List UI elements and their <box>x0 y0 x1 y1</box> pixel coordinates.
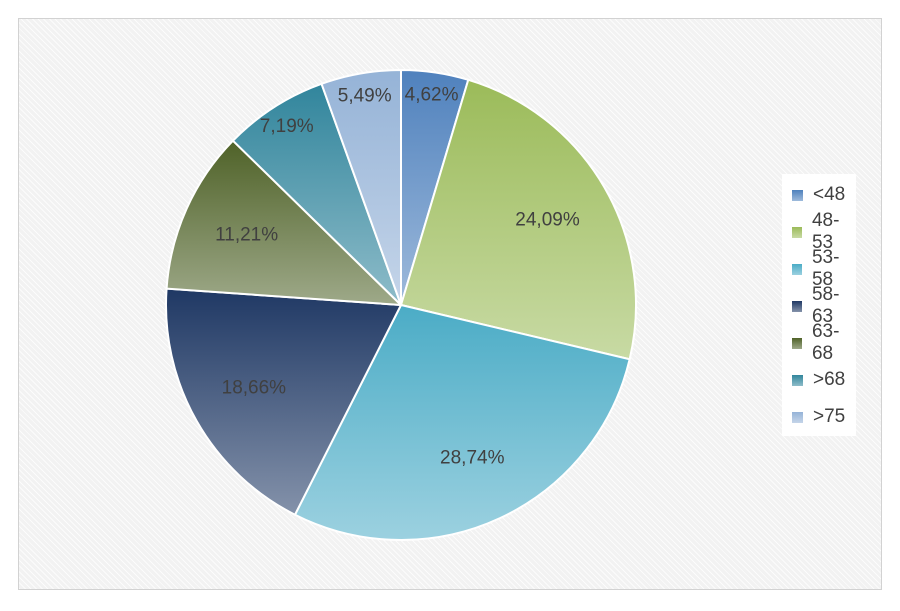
pie-slices <box>165 68 637 541</box>
data-label-lt48: 4,62% <box>405 85 459 106</box>
legend-swatch-53-58 <box>792 263 802 275</box>
legend-swatch-gt75 <box>792 411 803 423</box>
pie-slice-58-63 <box>165 287 403 517</box>
legend-label: >75 <box>813 406 846 427</box>
chart-legend: <48 48-53 53-58 58-63 63-68 >68 >75 <box>782 174 856 436</box>
data-label-48-53: 24,09% <box>515 209 580 230</box>
legend-swatch-63-68 <box>792 337 802 349</box>
pie-slice-gt75 <box>320 68 402 306</box>
legend-swatch-48-53 <box>792 226 802 238</box>
legend-label: >68 <box>813 369 846 390</box>
legend-item-gt75: >75 <box>792 406 845 428</box>
legend-label: 53-58 <box>811 247 840 290</box>
data-label-58-63: 18,66% <box>222 378 287 399</box>
data-label-53-58: 28,74% <box>440 447 505 468</box>
pie-slice-63-68 <box>165 139 404 307</box>
pie-slice-53-58 <box>293 303 631 541</box>
legend-item-lt48: <48 <box>792 184 845 206</box>
legend-item-63-68: 63-68 <box>792 321 856 364</box>
legend-label: <48 <box>813 184 846 205</box>
data-label-gt75: 5,49% <box>338 86 392 107</box>
legend-label: 63-68 <box>811 321 840 364</box>
data-label-gt68: 7,19% <box>260 116 314 137</box>
pie-slice-48-53 <box>399 78 637 361</box>
legend-label: 58-63 <box>811 284 840 327</box>
legend-swatch-gt68 <box>792 374 803 386</box>
legend-swatch-58-63 <box>792 300 802 312</box>
legend-item-gt68: >68 <box>792 369 845 391</box>
legend-item-53-58: 53-58 <box>792 247 856 290</box>
pie-data-labels: 4,62% 24,09% 28,74% 18,66% 11,21% 7,19% 5,49% <box>215 85 580 469</box>
legend-swatch-lt48 <box>792 189 803 201</box>
legend-item-58-63: 58-63 <box>792 284 856 327</box>
data-label-63-68: 11,21% <box>215 225 278 246</box>
pie-slice-gt68 <box>231 82 402 306</box>
legend-label: 48-53 <box>811 210 840 253</box>
legend-item-48-53: 48-53 <box>792 210 856 253</box>
